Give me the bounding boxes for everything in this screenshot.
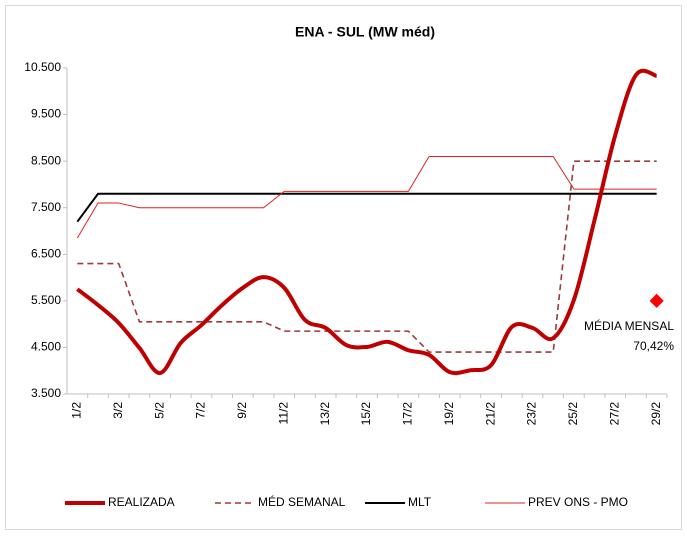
x-tick-label: 17/2 <box>401 402 415 426</box>
x-tick-label: 19/2 <box>442 402 456 426</box>
y-tick-label: 3.500 <box>31 386 61 400</box>
line-series <box>76 192 657 223</box>
x-tick-label: 9/2 <box>235 402 249 419</box>
x-tick-label: 13/2 <box>318 402 332 426</box>
y-tick-label: 9.500 <box>31 107 61 121</box>
x-tick-label: 5/2 <box>152 402 166 419</box>
chart-title: ENA - SUL (MW méd) <box>295 24 435 40</box>
x-tick-label: 25/2 <box>566 402 580 426</box>
legend-label: MÉD SEMANAL <box>258 494 346 509</box>
x-tick-label: 11/2 <box>276 402 290 425</box>
annotation: 70,42% <box>633 339 674 353</box>
y-tick-label: 7.500 <box>31 200 61 214</box>
line-series <box>77 160 657 353</box>
y-tick-label: 6.500 <box>31 246 61 260</box>
x-tick-label: 23/2 <box>525 402 539 426</box>
marker <box>649 293 664 308</box>
x-tick-label: 7/2 <box>194 402 208 419</box>
x-tick-label: 1/2 <box>70 402 84 419</box>
legend-label: REALIZADA <box>108 495 175 509</box>
x-tick-label: 3/2 <box>111 402 125 419</box>
y-tick-label: 8.500 <box>31 153 61 167</box>
legend-label: MLT <box>408 495 432 509</box>
y-tick-label: 5.500 <box>31 293 61 307</box>
line-series <box>76 68 658 376</box>
x-tick-label: 15/2 <box>359 402 373 426</box>
x-tick-label: 29/2 <box>649 402 663 426</box>
legend-label: PREV ONS - PMO <box>528 495 628 509</box>
x-tick-label: 27/2 <box>607 402 621 426</box>
x-tick-label: 21/2 <box>483 402 497 426</box>
annotation: MÉDIA MENSAL <box>584 318 674 333</box>
y-tick-label: 4.500 <box>31 340 61 354</box>
chart-border <box>5 5 682 530</box>
line-series <box>76 155 657 239</box>
y-tick-label: 10.500 <box>24 60 61 74</box>
